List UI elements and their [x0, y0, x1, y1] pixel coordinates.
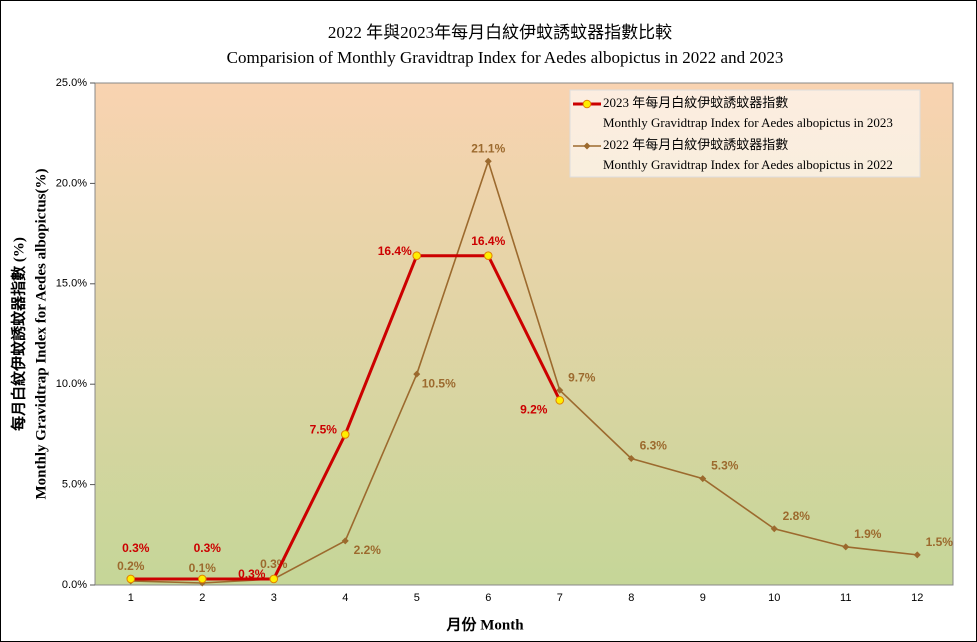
- x-tick-label: 12: [911, 592, 923, 604]
- data-label: 0.3%: [238, 567, 266, 581]
- marker: [412, 251, 422, 260]
- chart-subtitle: Comparision of Monthly Gravidtrap Index …: [227, 48, 784, 67]
- y-tick-label: 5.0%: [62, 479, 87, 491]
- legend-marker: [583, 142, 591, 150]
- marker: [126, 574, 136, 584]
- data-label: 2.2%: [354, 543, 382, 557]
- chart-title: 2022 年與2023年每月白紋伊蚊誘蚊器指數比較: [328, 23, 672, 42]
- marker: [627, 454, 635, 462]
- marker: [484, 157, 492, 165]
- marker: [842, 543, 850, 551]
- x-tick-label: 8: [628, 592, 634, 604]
- data-label: 10.5%: [422, 376, 456, 390]
- marker: [770, 525, 778, 533]
- x-tick-label: 9: [700, 592, 706, 604]
- legend: [569, 89, 921, 178]
- x-tick-label: 2: [199, 592, 205, 604]
- y-tick-label: 10.0%: [56, 378, 87, 390]
- data-label: 0.1%: [189, 561, 217, 575]
- y-tick-label: 0.0%: [62, 579, 87, 591]
- data-label: 2.8%: [783, 509, 811, 523]
- data-label: 9.7%: [568, 370, 596, 384]
- legend-marker: [582, 99, 592, 109]
- legend-label: 2023 年每月白紋伊蚊誘蚊器指數: [603, 95, 788, 110]
- data-label: 21.1%: [471, 141, 505, 155]
- data-label: 16.4%: [471, 234, 505, 248]
- x-tick-label: 10: [768, 592, 780, 604]
- x-tick-label: 4: [342, 592, 348, 604]
- data-label: 1.9%: [854, 527, 882, 541]
- x-tick-label: 6: [485, 592, 491, 604]
- data-label: 7.5%: [310, 423, 338, 437]
- y-tick-label: 20.0%: [56, 177, 87, 189]
- data-label: 0.2%: [117, 559, 145, 573]
- marker: [413, 370, 421, 378]
- y-axis-label: 每月白紋伊蚊誘蚊器指數 (%): [9, 237, 27, 431]
- data-label: 0.3%: [194, 541, 222, 555]
- marker: [555, 395, 565, 405]
- x-axis-label: 月份 Month: [445, 615, 524, 633]
- marker: [483, 251, 493, 260]
- data-label: 1.5%: [926, 535, 954, 549]
- x-tick-label: 1: [128, 592, 134, 604]
- x-tick-label: 5: [414, 592, 420, 604]
- legend-label: 2022 年每月白紋伊蚊誘蚊器指數: [603, 137, 788, 152]
- x-tick-label: 11: [840, 592, 851, 604]
- y-tick-label: 25.0%: [56, 77, 87, 89]
- marker: [341, 537, 349, 545]
- x-tick-label: 7: [557, 592, 563, 604]
- marker: [340, 430, 350, 439]
- data-label: 16.4%: [378, 244, 412, 258]
- marker: [699, 475, 707, 483]
- x-tick-label: 3: [271, 592, 277, 604]
- marker: [556, 386, 564, 394]
- data-label: 6.3%: [640, 439, 668, 453]
- data-label: 5.3%: [711, 459, 739, 473]
- y-tick-label: 15.0%: [56, 278, 87, 290]
- marker: [197, 574, 207, 584]
- marker: [913, 551, 921, 559]
- marker: [269, 574, 279, 584]
- legend-label: Monthly Gravidtrap Index for Aedes albop…: [603, 157, 893, 172]
- data-label: 9.2%: [520, 402, 548, 416]
- data-label: 0.3%: [122, 541, 150, 555]
- y-axis-label: Monthly Gravidtrap Index for Aedes albop…: [33, 169, 49, 500]
- legend-label: Monthly Gravidtrap Index for Aedes albop…: [603, 115, 893, 130]
